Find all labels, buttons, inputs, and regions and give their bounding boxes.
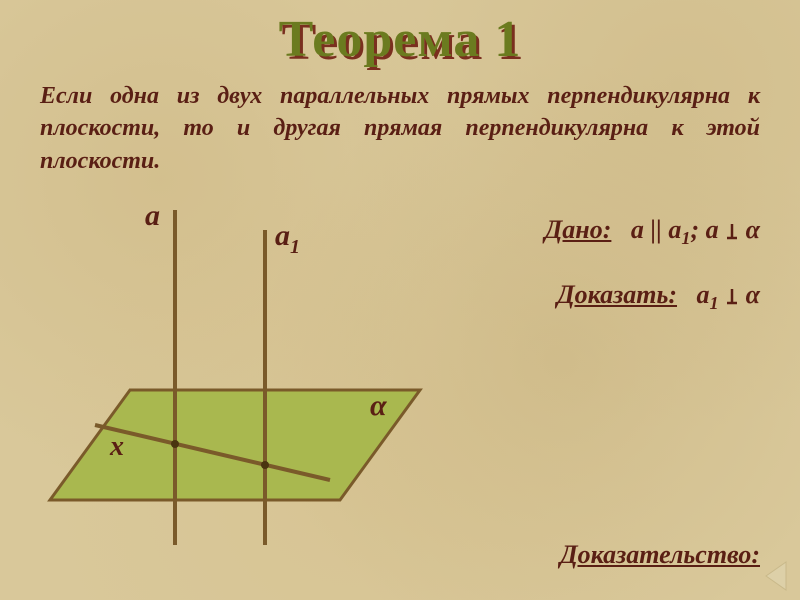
prove-content: a1 α [684,280,760,309]
given-label: Дано: [545,215,612,244]
proof-label: Доказательство: [560,540,760,569]
geometry-diagram: a a1 x α [20,200,450,560]
label-x: x [109,431,124,462]
theorem-statement: Если одна из двух параллельных прямых пе… [40,80,760,177]
chevron-left-icon [766,562,786,590]
given-block: Дано: a || a1; a α [545,215,760,249]
theorem-title: Теорема 1 [0,10,800,69]
title-text: Теорема 1 [279,11,522,68]
plane-alpha [50,390,420,500]
given-content: a || a1; a α [618,215,760,244]
label-alpha: α [370,389,387,422]
prove-block: Доказать: a1 α [557,280,760,314]
prove-label: Доказать: [557,280,677,309]
label-a: a [145,200,160,232]
label-a1: a1 [275,219,300,258]
slide: Теорема 1 Если одна из двух параллельных… [0,0,800,600]
intersection-dot-2 [261,461,269,469]
proof-block: Доказательство: [560,540,760,570]
prev-slide-button[interactable] [758,558,794,594]
intersection-dot-1 [171,440,179,448]
